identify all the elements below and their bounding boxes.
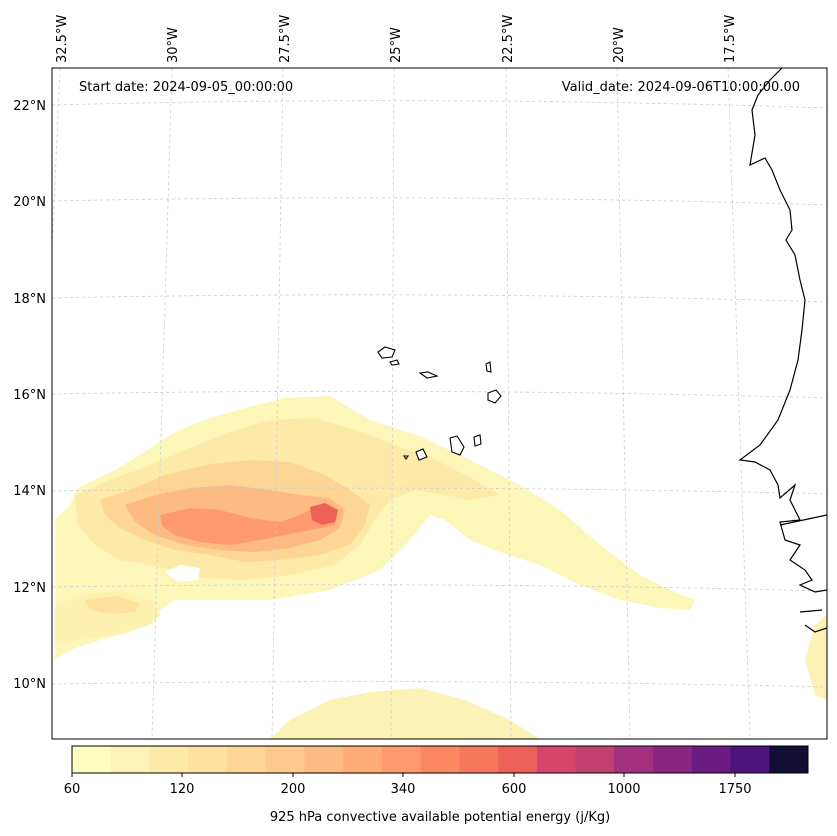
colorbar-ticks: 60 120 200 340 600 1000 1750: [64, 773, 752, 797]
colorbar-tick-label: 1000: [607, 782, 640, 797]
colorbar-level: [614, 746, 654, 773]
colorbar-level: [459, 746, 499, 773]
lon-label: 20°W: [612, 27, 627, 63]
map-panel: [52, 68, 827, 739]
colorbar-level: [265, 746, 305, 773]
graticule: [52, 68, 827, 739]
colorbar-level: [653, 746, 693, 773]
lat-label: 20°N: [13, 195, 46, 210]
lon-label: 27.5°W: [278, 15, 293, 63]
colorbar-frame: [71, 745, 809, 774]
cape-contour-600: [310, 503, 338, 525]
colorbar-tick-label: 1750: [718, 782, 751, 797]
colorbar-tick-label: 340: [391, 782, 416, 797]
colorbar-level: [536, 746, 577, 773]
cape-field: [55, 396, 827, 739]
colorbar-level: [72, 746, 112, 773]
colorbar-tick-label: 200: [281, 782, 306, 797]
colorbar-level: [188, 746, 228, 773]
lon-label: 30°W: [166, 27, 181, 63]
colorbar-tick-label: 60: [64, 782, 81, 797]
longitude-labels: 32.5°W 30°W 27.5°W 25°W 22.5°W 20°W 17.5…: [55, 15, 738, 63]
lon-label: 32.5°W: [55, 15, 70, 63]
lon-label: 25°W: [389, 27, 404, 63]
lon-label: 22.5°W: [501, 15, 516, 63]
colorbar-level: [110, 746, 150, 773]
colorbar-level: [730, 746, 770, 773]
colorbar-tick-label: 600: [502, 782, 527, 797]
lat-label: 12°N: [13, 581, 46, 596]
colorbar-level: [691, 746, 732, 773]
colorbar-level: [769, 746, 809, 773]
lon-label: 17.5°W: [723, 15, 738, 63]
colorbar-level: [420, 746, 460, 773]
colorbar-title: 925 hPa convective available potential e…: [270, 810, 610, 825]
lat-label: 10°N: [13, 677, 46, 692]
colorbar-level: [304, 746, 344, 773]
colorbar-level: [149, 746, 189, 773]
colorbar-level: [575, 746, 615, 773]
start-date-label: Start date: 2024-09-05_00:00:00: [79, 80, 293, 95]
colorbar-tick-label: 120: [170, 782, 195, 797]
latitude-labels: 22°N 20°N 18°N 16°N 14°N 12°N 10°N: [13, 99, 46, 692]
colorbar-level: [498, 746, 538, 773]
lat-label: 22°N: [13, 99, 46, 114]
colorbar-level: [381, 746, 422, 773]
valid-date-label: Valid_date: 2024-09-06T10:00:00.00: [562, 80, 800, 95]
lat-label: 18°N: [13, 292, 46, 307]
cape-contour-south-inner: [85, 596, 140, 614]
lat-label: 14°N: [13, 484, 46, 499]
islands: [377, 346, 502, 461]
colorbar-level: [226, 746, 267, 773]
cape-contour-bottom: [270, 688, 540, 739]
cape-gap: [165, 565, 200, 582]
cape-contour-east: [805, 615, 827, 700]
colorbar-level: [343, 746, 383, 773]
colorbar: [71, 745, 809, 774]
lat-label: 16°N: [13, 388, 46, 403]
map-frame: [51, 67, 828, 740]
cape-contour-340: [160, 505, 338, 545]
coastline: [738, 68, 827, 633]
